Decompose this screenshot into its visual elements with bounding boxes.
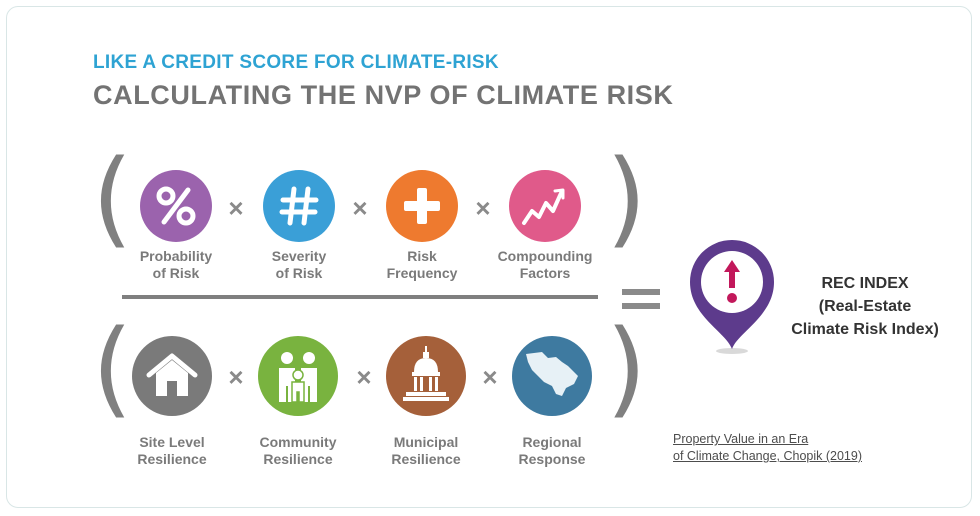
region-map-icon — [526, 352, 578, 396]
community-circle — [258, 336, 338, 416]
probability-circle — [140, 170, 212, 242]
multiply-operator: × — [228, 362, 244, 392]
family-icon — [279, 352, 317, 403]
severity-circle — [263, 170, 335, 242]
compounding-circle — [509, 170, 581, 242]
percent-icon — [156, 186, 196, 226]
equals-sign-top — [622, 289, 660, 295]
frequency-label: Risk Frequency — [386, 248, 458, 281]
page-title: CALCULATING THE NVP OF CLIMATE RISK — [93, 80, 674, 110]
citation-link[interactable]: Property Value in an Era of Climate Chan… — [673, 432, 862, 463]
compounding-label: Compounding Factors — [497, 248, 593, 281]
denominator-open-paren: ( — [92, 307, 133, 429]
numerator-close-paren: ) — [606, 137, 647, 259]
map-pin-alert-icon — [690, 240, 774, 354]
subtitle: LIKE A CREDIT SCORE FOR CLIMATE-RISK — [93, 52, 499, 73]
infographic-card — [6, 6, 972, 508]
multiply-operator: × — [356, 362, 372, 392]
multiply-operator: × — [352, 193, 368, 223]
fraction-bar — [122, 295, 598, 299]
regional-label: Regional Response — [518, 434, 586, 467]
severity-label: Severity of Risk — [271, 248, 327, 281]
site-level-circle — [132, 336, 212, 416]
plus-icon — [404, 188, 440, 224]
municipal-circle — [386, 336, 466, 416]
multiply-operator: × — [228, 193, 244, 223]
multiply-operator: × — [475, 193, 491, 223]
numerator-open-paren: ( — [92, 137, 133, 259]
community-label: Community Resilience — [259, 434, 337, 467]
municipal-label: Municipal Resilience — [391, 434, 461, 467]
probability-label: Probability of Risk — [139, 248, 213, 281]
house-icon — [146, 353, 198, 396]
city-hall-icon — [403, 346, 449, 401]
zigzag-chart-icon — [522, 188, 565, 225]
equals-sign-bottom — [622, 303, 660, 309]
regional-circle — [512, 336, 592, 416]
site-level-label: Site Level Resilience — [137, 434, 207, 467]
denominator-close-paren: ) — [606, 307, 647, 429]
frequency-circle — [386, 170, 458, 242]
multiply-operator: × — [482, 362, 498, 392]
rec-index-label: REC INDEX (Real-Estate Climate Risk Inde… — [791, 275, 939, 338]
hash-icon — [279, 186, 319, 226]
